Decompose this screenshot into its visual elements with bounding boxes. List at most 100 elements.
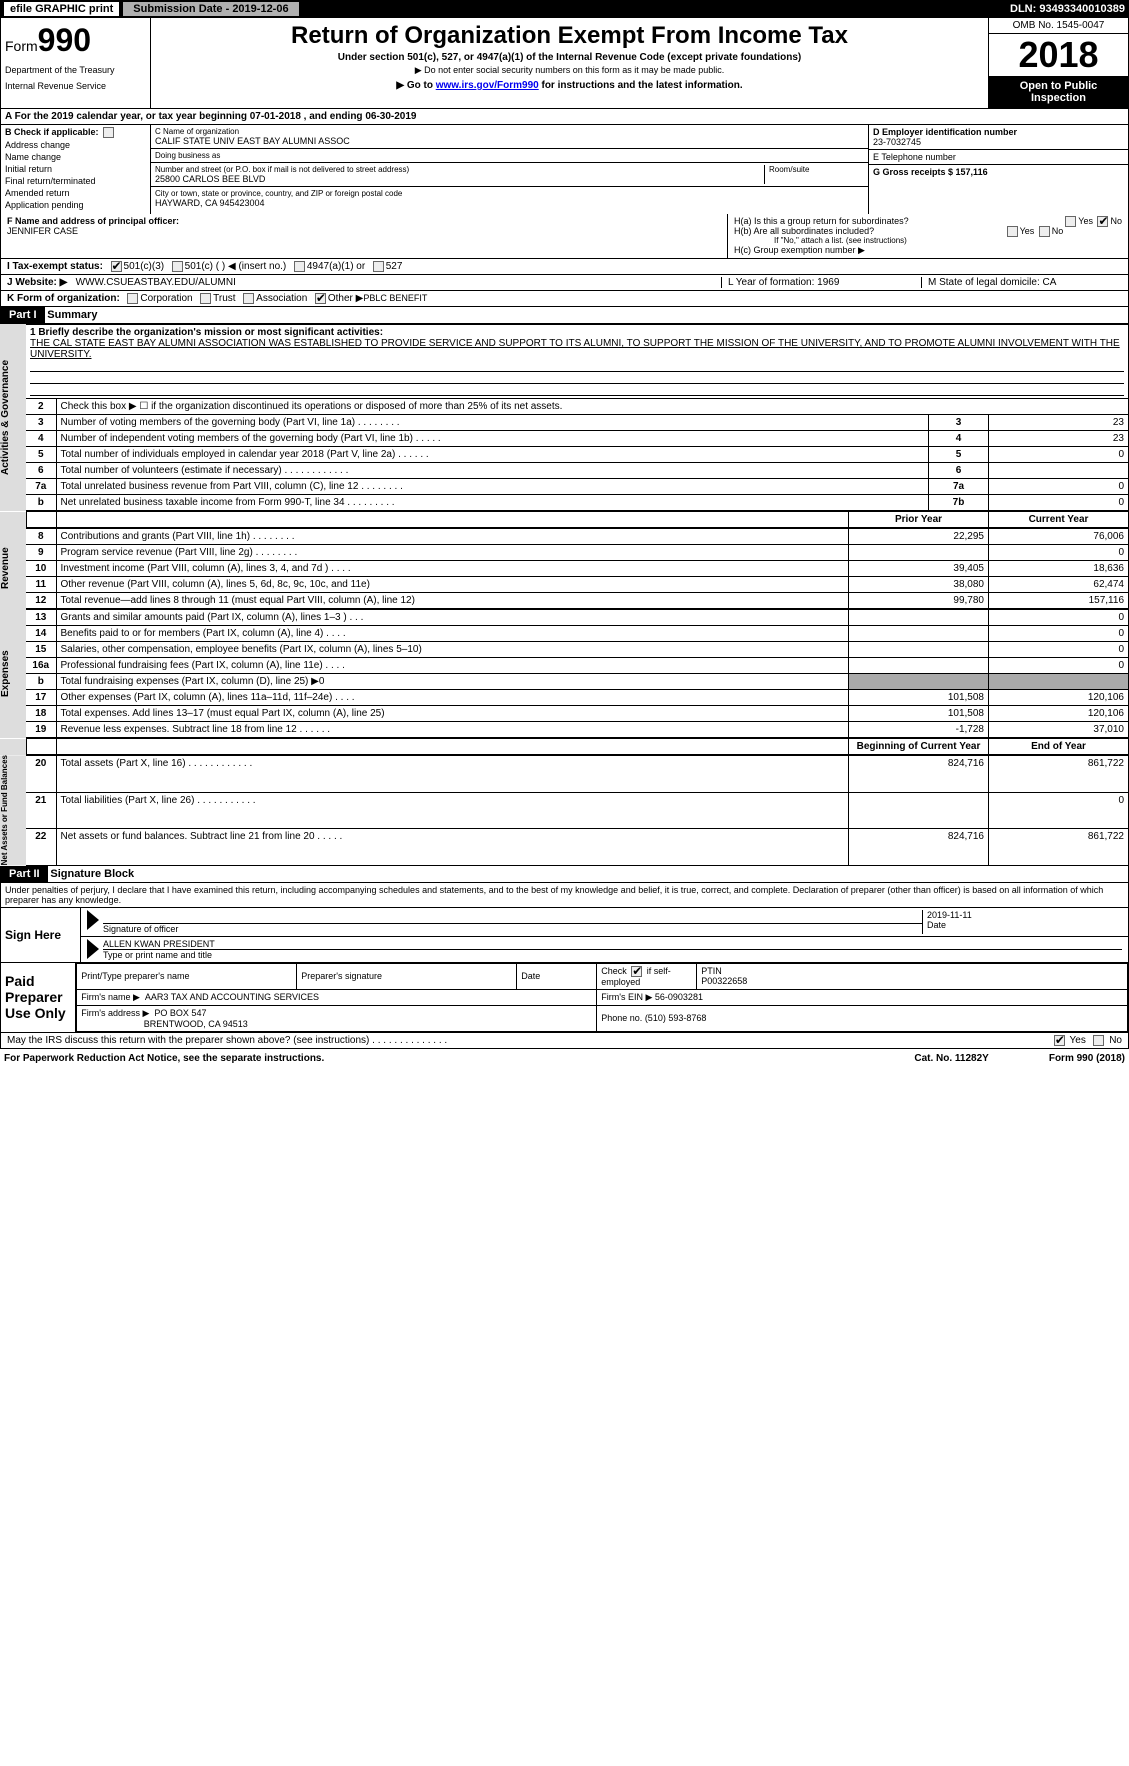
tax-year: 2018 (989, 34, 1128, 76)
net-assets-section: Net Assets or Fund Balances 20Total asse… (0, 755, 1129, 865)
form-label: Form (5, 38, 38, 54)
expenses-section: Expenses 13Grants and similar amounts pa… (0, 609, 1129, 738)
ptin-cell: PTINP00322658 (697, 963, 1128, 989)
row-fgh: F Name and address of principal officer:… (0, 214, 1129, 259)
discuss-row: May the IRS discuss this return with the… (0, 1033, 1129, 1049)
cat-no: Cat. No. 11282Y (914, 1053, 988, 1064)
form-header: Form990 Department of the Treasury Inter… (0, 18, 1129, 109)
checkbox-checked-icon[interactable] (1054, 1035, 1065, 1046)
submission-date: Submission Date - 2019-12-06 (123, 2, 298, 16)
chk-initial: Initial return (5, 164, 146, 174)
table-row: 6Total number of volunteers (estimate if… (26, 463, 1129, 479)
table-row: 3Number of voting members of the governi… (26, 415, 1129, 431)
checkbox-checked-icon[interactable] (1097, 216, 1108, 227)
website: WWW.CSUEASTBAY.EDU/ALUMNI (76, 277, 236, 288)
prep-self-emp: Check if self-employed (597, 963, 697, 989)
paid-prep-label: Paid Preparer Use Only (1, 963, 76, 1032)
date-label: Date (927, 920, 946, 930)
row-k: K Form of organization: Corporation Trus… (0, 291, 1129, 307)
city: HAYWARD, CA 945423004 (155, 198, 864, 208)
gross-receipts: G Gross receipts $ 157,116 (873, 167, 1124, 177)
table-row: 9Program service revenue (Part VIII, lin… (26, 545, 1129, 561)
dept-treasury: Department of the Treasury (5, 65, 146, 75)
table-row: 11Other revenue (Part VIII, column (A), … (26, 577, 1129, 593)
org-name: CALIF STATE UNIV EAST BAY ALUMNI ASSOC (155, 136, 864, 146)
form-title: Return of Organization Exempt From Incom… (155, 22, 984, 50)
omb-number: OMB No. 1545-0047 (989, 18, 1128, 34)
table-row: 13Grants and similar amounts paid (Part … (26, 610, 1129, 626)
dln: DLN: 93493340010389 (1010, 3, 1125, 15)
table-row: 12Total revenue—add lines 8 through 11 (… (26, 593, 1129, 609)
table-row: 8Contributions and grants (Part VIII, li… (26, 529, 1129, 545)
checkbox-icon[interactable] (172, 261, 183, 272)
form-number: 990 (38, 22, 91, 58)
checkbox-icon[interactable] (127, 293, 138, 304)
phone-cell: Phone no. (510) 593-8768 (597, 1005, 1128, 1031)
other-type: PBLC BENEFIT (363, 293, 427, 304)
table-row: 10Investment income (Part VIII, column (… (26, 561, 1129, 577)
col-b: B Check if applicable: Address change Na… (0, 125, 150, 214)
prep-date-hdr: Date (517, 963, 597, 989)
checkbox-icon[interactable] (200, 293, 211, 304)
table-row: bNet unrelated business taxable income f… (26, 495, 1129, 511)
net-label: Net Assets or Fund Balances (0, 755, 26, 865)
checkbox-icon[interactable] (373, 261, 384, 272)
goto-line: ▶ Go to www.irs.gov/Form990 for instruct… (155, 80, 984, 91)
col-b-header: B Check if applicable: (5, 127, 146, 138)
penalties-text: Under penalties of perjury, I declare th… (0, 883, 1129, 908)
state-domicile: M State of legal domicile: CA (922, 277, 1122, 288)
sig-date: 2019-11-11 (927, 910, 1122, 920)
paperwork-notice: For Paperwork Reduction Act Notice, see … (4, 1053, 324, 1064)
checkbox-checked-icon[interactable] (631, 966, 642, 977)
ssn-note: ▶ Do not enter social security numbers o… (155, 65, 984, 76)
city-label: City or town, state or province, country… (155, 189, 864, 198)
mission-text: THE CAL STATE EAST BAY ALUMNI ASSOCIATIO… (30, 338, 1120, 360)
table-row: bTotal fundraising expenses (Part IX, co… (26, 674, 1129, 690)
line1-label: 1 Briefly describe the organization's mi… (30, 327, 383, 338)
arrow-icon (87, 910, 99, 930)
part1-header: Part I Summary (0, 307, 1129, 324)
row-f-label: F Name and address of principal officer: (7, 216, 721, 226)
checkbox-icon[interactable] (1039, 226, 1050, 237)
checkbox-icon[interactable] (1093, 1035, 1104, 1046)
year-formation: L Year of formation: 1969 (722, 277, 922, 288)
efile-label: efile GRAPHIC print (4, 2, 119, 16)
table-row: 4Number of independent voting members of… (26, 431, 1129, 447)
exp-label: Expenses (0, 609, 26, 738)
firm-name-cell: Firm's name ▶ AAR3 TAX AND ACCOUNTING SE… (77, 989, 597, 1005)
governance-section: Activities & Governance 1 Briefly descri… (0, 324, 1129, 511)
checkbox-icon[interactable] (1065, 216, 1076, 227)
irs-link[interactable]: www.irs.gov/Form990 (436, 80, 539, 91)
rev-label: Revenue (0, 528, 26, 609)
part2-header: Part II Signature Block (0, 866, 1129, 883)
chk-address: Address change (5, 140, 146, 150)
col-d: D Employer identification number 23-7032… (869, 125, 1129, 214)
org-name-label: C Name of organization (155, 127, 864, 136)
row-ha: H(a) Is this a group return for subordin… (734, 216, 1122, 226)
row-hc: H(c) Group exemption number ▶ (734, 245, 1122, 256)
dba-label: Doing business as (155, 151, 864, 160)
checkbox-checked-icon[interactable] (315, 293, 326, 304)
block-bcd: B Check if applicable: Address change Na… (0, 125, 1129, 214)
ein-label: D Employer identification number (873, 127, 1124, 137)
row-hb: H(b) Are all subordinates included? Yes … (734, 226, 1122, 236)
form-subtitle: Under section 501(c), 527, or 4947(a)(1)… (155, 52, 984, 63)
table-row: 15Salaries, other compensation, employee… (26, 642, 1129, 658)
checkbox-icon[interactable] (243, 293, 254, 304)
firm-addr-cell: Firm's address ▶ PO BOX 547 BRENTWOOD, C… (77, 1005, 597, 1031)
table-row: 14Benefits paid to or for members (Part … (26, 626, 1129, 642)
checkbox-icon[interactable] (1007, 226, 1018, 237)
street-label: Number and street (or P.O. box if mail i… (155, 165, 764, 174)
officer-print-name: ALLEN KWAN PRESIDENT (103, 939, 1122, 950)
row-j-lm: J Website: ▶ WWW.CSUEASTBAY.EDU/ALUMNI L… (0, 275, 1129, 291)
table-row: 2Check this box ▶ ☐ if the organization … (26, 399, 1129, 415)
table-row: 7aTotal unrelated business revenue from … (26, 479, 1129, 495)
checkbox-checked-icon[interactable] (111, 261, 122, 272)
top-bar: efile GRAPHIC print Submission Date - 20… (0, 0, 1129, 18)
firm-ein-cell: Firm's EIN ▶ 56-0903281 (597, 989, 1128, 1005)
street: 25800 CARLOS BEE BLVD (155, 174, 764, 184)
page-footer: For Paperwork Reduction Act Notice, see … (0, 1049, 1129, 1068)
checkbox-icon[interactable] (294, 261, 305, 272)
chk-pending: Application pending (5, 200, 146, 210)
checkbox-icon[interactable] (103, 127, 114, 138)
